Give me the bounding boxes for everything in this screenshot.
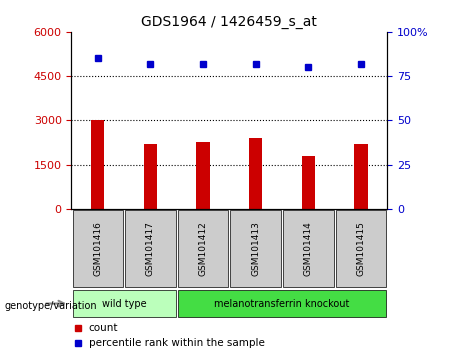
Text: GSM101414: GSM101414 (304, 221, 313, 276)
Bar (336, 210, 386, 287)
Text: GSM101413: GSM101413 (251, 221, 260, 276)
Bar (196, 143, 210, 209)
Text: count: count (89, 322, 118, 332)
Bar (91, 120, 104, 209)
Text: GSM101412: GSM101412 (199, 221, 207, 276)
Bar (72, 210, 123, 287)
Text: percentile rank within the sample: percentile rank within the sample (89, 338, 265, 348)
Text: GSM101417: GSM101417 (146, 221, 155, 276)
Title: GDS1964 / 1426459_s_at: GDS1964 / 1426459_s_at (142, 16, 317, 29)
Text: GSM101416: GSM101416 (93, 221, 102, 276)
Text: genotype/variation: genotype/variation (5, 301, 97, 311)
Bar (178, 290, 386, 317)
Bar (249, 138, 262, 209)
Bar (72, 290, 176, 317)
Bar (230, 210, 281, 287)
Bar (283, 210, 334, 287)
Text: GSM101415: GSM101415 (356, 221, 366, 276)
Text: melanotransferrin knockout: melanotransferrin knockout (214, 298, 349, 309)
Bar (144, 144, 157, 209)
Text: wild type: wild type (102, 298, 147, 309)
Bar (178, 210, 228, 287)
Bar (355, 144, 367, 209)
Bar (125, 210, 176, 287)
Bar (301, 156, 315, 209)
